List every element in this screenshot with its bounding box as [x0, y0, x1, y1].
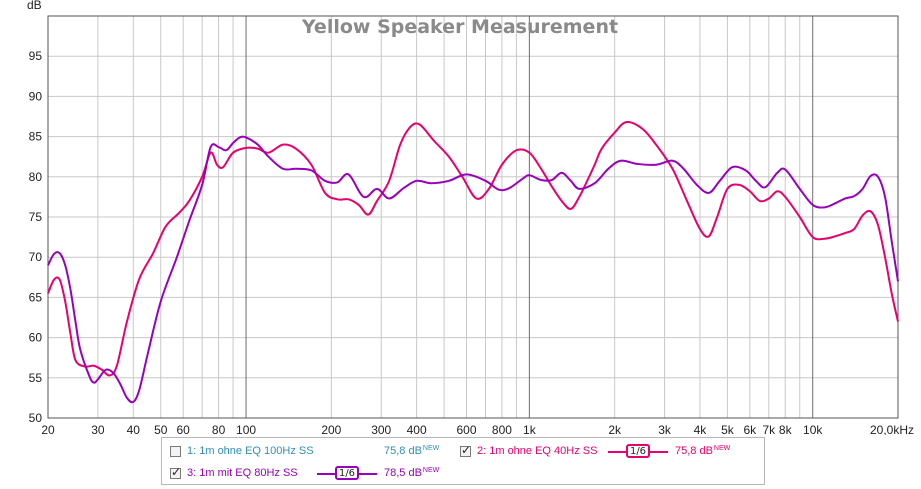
- legend-item-1: 1: 1m ohne EQ 100Hz SS: [170, 441, 314, 461]
- series-line-2: [47, 121, 899, 377]
- x-tick-label: 80: [212, 423, 226, 435]
- series-line-3: [47, 135, 899, 404]
- x-tick-label: 6k: [744, 423, 758, 435]
- y-tick-label: 75: [29, 210, 43, 224]
- legend-level-3: 78,5 dB NEW: [384, 463, 439, 483]
- legend-smoothing-3[interactable]: 1/6: [317, 466, 377, 480]
- legend-label-1: 1: 1m ohne EQ 100Hz SS: [187, 445, 314, 457]
- legend-checkbox-1[interactable]: [170, 445, 181, 457]
- major-grid: [245, 16, 814, 418]
- legend-smoothing-label-3: 1/6: [335, 466, 359, 480]
- legend-item-3: 3: 1m mit EQ 80Hz SS: [170, 463, 298, 483]
- y-tick-label: 50: [29, 411, 43, 425]
- plot-frame: [47, 15, 899, 419]
- legend-level-value-2: 75,8 dB: [675, 445, 713, 457]
- legend-level-value-3: 78,5 dB: [384, 467, 422, 479]
- x-tick-label: 5k: [721, 423, 735, 435]
- legend-label-3: 3: 1m mit EQ 80Hz SS: [187, 467, 298, 479]
- legend-level-value-1: 75,8 dB: [384, 445, 422, 457]
- legend-smoothing-label-2: 1/6: [626, 444, 650, 458]
- y-tick-label: 85: [29, 130, 43, 144]
- x-tick-label: 300: [371, 423, 391, 435]
- x-tick-label: 800: [492, 423, 512, 435]
- x-tick-label: 30: [91, 423, 105, 435]
- legend-level-1: 75,8 dB NEW: [384, 441, 439, 461]
- x-tick-label: 200: [321, 423, 341, 435]
- legend-checkbox-3[interactable]: [170, 465, 181, 479]
- y-tick-label: 70: [29, 250, 43, 264]
- x-tick-label: 4k: [694, 423, 708, 435]
- frequency-response-chart: Yellow Speaker Measurement dB 50 55 60 65 70…: [27, 0, 914, 435]
- legend-smoothing-2[interactable]: 1/6: [608, 444, 668, 458]
- x-tick-label: 3k: [658, 423, 672, 435]
- y-tick-label: 80: [29, 170, 43, 184]
- chart-title: Yellow Speaker Measurement: [301, 16, 618, 38]
- x-tick-label: 60: [177, 423, 191, 435]
- x-tick-labels: 20 30 40 50 60 80 100 200 300 400 600 800 1k 2k 3k 4k 5k…: [41, 423, 914, 435]
- x-tick-label: 1k: [523, 423, 537, 435]
- x-tick-label: 8k: [779, 423, 793, 435]
- series-lines: [47, 121, 899, 404]
- y-axis-unit: dB: [27, 0, 42, 12]
- x-tick-label: 20: [41, 423, 55, 435]
- y-tick-label: 60: [29, 331, 43, 345]
- legend-checkbox-2[interactable]: [460, 443, 471, 457]
- y-tick-label: 90: [29, 89, 43, 103]
- x-tick-label: 600: [457, 423, 477, 435]
- y-tick-label: 65: [29, 290, 43, 304]
- x-tick-label: 40: [127, 423, 141, 435]
- legend-level-new-1: NEW: [422, 444, 440, 452]
- legend-item-2: 2: 1m ohne EQ 40Hz SS: [460, 441, 597, 461]
- legend-level-2: 75,8 dB NEW: [675, 441, 730, 461]
- y-tick-labels: 50 55 60 65 70 75 80 85 90 95: [29, 49, 43, 425]
- x-tick-label: 50: [154, 423, 168, 435]
- x-tick-label: 20,0kHz: [870, 423, 914, 435]
- y-tick-label: 95: [29, 49, 43, 63]
- legend-level-new-3: NEW: [422, 466, 440, 474]
- x-tick-label: 10k: [803, 423, 823, 435]
- x-tick-label: 400: [407, 423, 427, 435]
- x-tick-label: 100: [236, 423, 256, 435]
- legend-level-new-2: NEW: [713, 444, 731, 452]
- x-tick-label: 2k: [608, 423, 622, 435]
- y-tick-label: 55: [29, 371, 43, 385]
- legend-label-2: 2: 1m ohne EQ 40Hz SS: [477, 445, 598, 457]
- x-tick-label: 7k: [762, 423, 776, 435]
